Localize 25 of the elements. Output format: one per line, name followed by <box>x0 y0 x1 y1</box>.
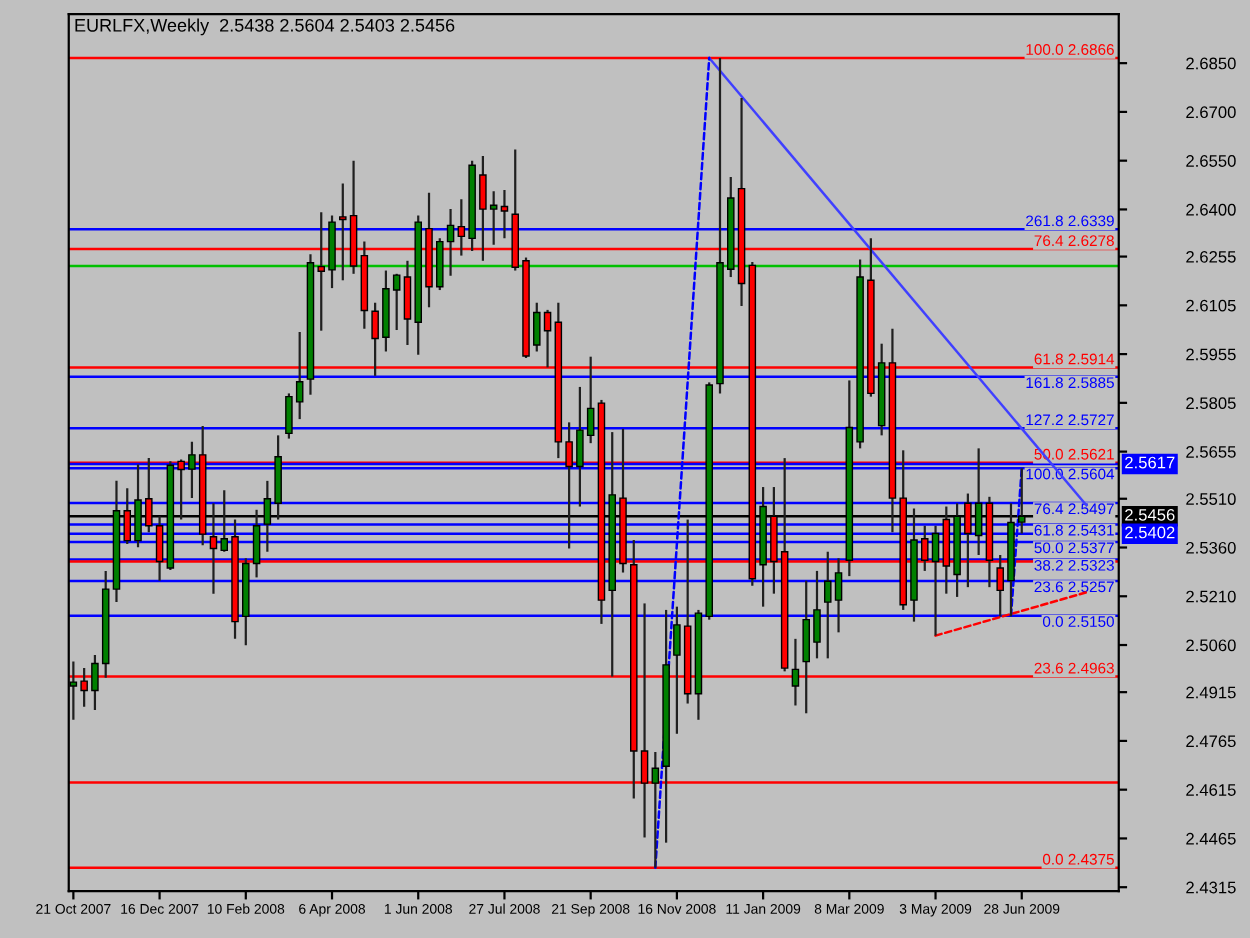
y-tick-label: 2.4915 <box>1186 686 1236 699</box>
y-tick-label: 2.6550 <box>1186 155 1236 167</box>
y-tick-label: 2.4315 <box>1186 881 1236 894</box>
y-tick-label: 2.4615 <box>1186 784 1236 796</box>
y-tick-label: 2.5805 <box>1186 397 1236 410</box>
y-tick-label: 2.6850 <box>1186 57 1236 70</box>
annotation: 2.5617 <box>1125 456 1175 469</box>
y-tick-label: 2.4765 <box>1186 735 1236 748</box>
y-tick-label: 2.5510 <box>1186 493 1236 505</box>
y-tick-label: 2.5060 <box>1186 639 1236 652</box>
y-tick-label: 2.4465 <box>1186 832 1236 845</box>
annotation: 2.5402 <box>1125 526 1175 539</box>
y-tick-label: 2.5210 <box>1186 590 1236 603</box>
candlestick <box>791 637 800 707</box>
y-tick-label: 2.5955 <box>1186 348 1236 361</box>
y-tick-label: 2.5655 <box>1186 446 1236 458</box>
y-tick-label: 2.6400 <box>1186 203 1236 216</box>
y-tick-label: 2.5360 <box>1186 541 1236 554</box>
y-tick-label: 2.6700 <box>1186 106 1236 119</box>
annotation: 2.5456 <box>1125 508 1175 521</box>
y-tick-label: 2.6105 <box>1186 299 1236 312</box>
candlestick <box>500 188 509 240</box>
y-tick-label: 2.6255 <box>1186 250 1236 263</box>
candlestick <box>651 750 660 869</box>
chart-title: EURLFX,Weekly 2.5438 2.5604 2.5403 2.5456 <box>75 18 455 36</box>
